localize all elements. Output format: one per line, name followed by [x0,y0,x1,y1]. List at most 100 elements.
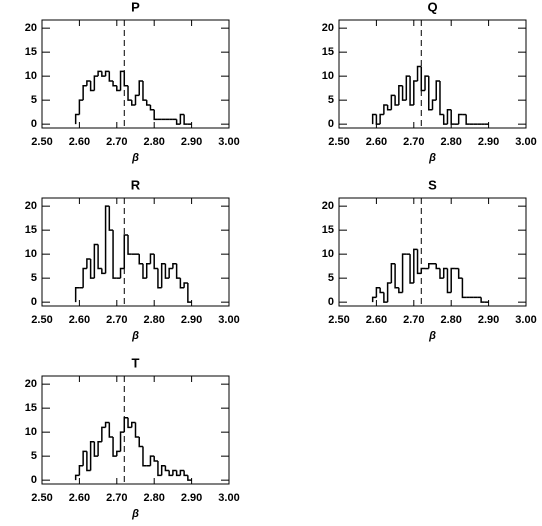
histogram-bin [446,268,452,294]
y-tick-label: 15 [25,402,37,414]
histogram-bin [74,113,80,125]
histogram-bin [127,417,132,429]
panel: Pβ 2.50 2.60 2.70 2.80 2.90 3.00 0 5 10 15 20 [25,0,240,164]
x-tick-label: 2.90 [181,492,202,504]
histogram-bin [86,451,91,472]
histogram-bin [93,243,99,279]
histogram-bin [157,268,162,289]
plot-frame [338,197,527,307]
y-tick-label: 20 [322,22,334,34]
x-tick-label: 3.00 [218,492,239,504]
histogram-bin [431,99,437,110]
histogram-bin [134,94,140,105]
histogram-bin [78,99,84,115]
histogram-bin [74,287,80,303]
histogram-bin [371,296,377,303]
histogram-bin [119,267,125,279]
y-tick-label: 20 [25,378,37,390]
histogram-bin [435,80,440,101]
x-tick-label: 2.80 [143,314,164,326]
histogram-bin [424,75,429,91]
histogram-bin [183,282,188,288]
histogram-bin [145,100,151,106]
histogram-bin [172,263,177,269]
x-tick-label: 2.50 [31,314,52,326]
histogram-bin [164,263,170,279]
histogram-bin [123,234,129,269]
x-tick-label: 2.50 [31,492,52,504]
x-tick-label: 2.60 [69,492,90,504]
plot-frame [41,19,230,129]
panel-title: Q [427,0,437,14]
y-tick-label: 10 [25,70,37,82]
x-tick-label: 2.80 [143,492,164,504]
histogram-bin [89,441,95,471]
histogram-bin [153,109,158,121]
histogram-bin [405,75,411,101]
y-tick-label: 5 [31,450,37,462]
x-tick-label: 2.70 [403,136,424,148]
histogram-bin [175,263,181,279]
histogram-bin [86,80,91,86]
x-tick-label: 2.90 [478,314,499,326]
panel: Sβ 2.50 2.60 2.70 2.80 2.90 3.00 0 5 10 15 20 [322,177,537,341]
histogram-bin [116,85,121,92]
histogram-bin [420,267,426,274]
y-tick-label: 0 [328,296,334,308]
histogram-bin [386,104,392,111]
x-tick-label: 2.70 [106,136,127,148]
histogram-bin [74,474,80,481]
histogram-bin [465,114,470,125]
x-tick-label: 2.50 [328,314,349,326]
histogram-bin [413,248,418,283]
histogram-bin [457,268,463,279]
y-tick-label: 5 [31,94,37,106]
x-tick-label: 3.00 [515,314,536,326]
histogram-bin [134,422,140,438]
x-tick-label: 2.90 [181,136,202,148]
y-tick-label: 10 [322,248,334,260]
x-axis-label: β [131,330,139,342]
histogram-bin [450,267,455,293]
histogram-bin [127,234,132,255]
histogram-bin [149,455,155,466]
histogram-bin [379,113,384,125]
histogram-bin [112,80,117,87]
histogram-bin [112,230,117,279]
histogram-bin [142,263,147,279]
x-tick-label: 2.50 [328,136,349,148]
y-tick-label: 5 [328,272,334,284]
histogram-bin [187,475,192,481]
histogram-bin [112,436,117,457]
histogram-bin [149,104,155,111]
histogram-bin [442,114,448,125]
y-tick-label: 0 [31,296,37,308]
x-tick-label: 2.80 [440,136,461,148]
histogram-bin [446,109,452,125]
x-tick-label: 3.00 [515,136,536,148]
histogram-bin [101,268,106,275]
histogram-bin [142,446,147,467]
panel-title: S [428,177,437,192]
histogram-bin [175,119,181,125]
histogram-bin [104,205,110,274]
histogram-bin [101,71,106,77]
histogram-bin [82,450,87,466]
x-axis-label: β [131,508,139,520]
histogram-bin [379,287,384,294]
x-tick-label: 2.90 [478,136,499,148]
histogram-bin [409,254,414,284]
histogram-bin [131,100,136,106]
histogram-bin [383,104,388,115]
histogram-bin [123,71,129,87]
histogram-bin [398,85,403,105]
histogram-bin [383,292,388,303]
histogram-bin [127,85,132,101]
y-tick-label: 5 [31,272,37,284]
histogram-bin [179,469,185,476]
histogram-bin [131,421,136,428]
histogram-bin [386,282,392,303]
x-tick-label: 3.00 [218,136,239,148]
x-axis-label: β [428,152,436,164]
histogram-bin [82,267,87,288]
